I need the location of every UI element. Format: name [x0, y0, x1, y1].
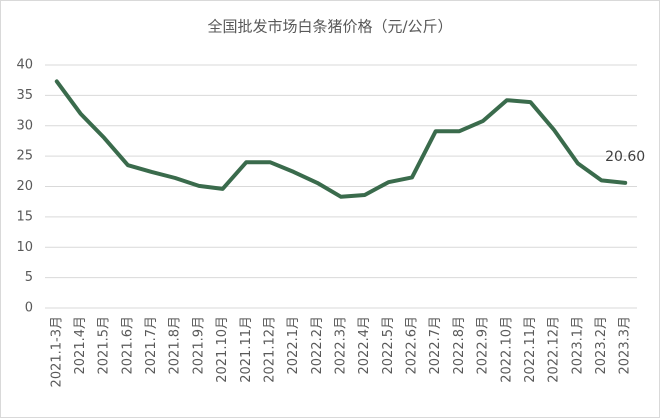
x-tick-label: 2023.3月 [618, 316, 633, 375]
x-tick-label: 2021.12月 [262, 316, 277, 383]
x-tick-label: 2023.1月 [570, 316, 585, 375]
data-label: 20.60 [605, 149, 645, 165]
x-tick-label: 2021.9月 [191, 316, 206, 375]
x-tick-label: 2022.6月 [405, 316, 420, 375]
x-tick-label: 2022.5月 [381, 316, 396, 375]
series-line [54, 79, 628, 199]
x-tick-label: 2022.7月 [428, 316, 443, 375]
y-tick-label: 35 [16, 88, 33, 103]
x-tick-label: 2021.8月 [168, 316, 183, 375]
x-tick-label: 2021.5月 [97, 316, 112, 375]
x-tick-label: 2023.2月 [594, 316, 609, 375]
x-tick-label: 2022.2月 [310, 316, 325, 375]
x-tick-label: 2022.10月 [499, 316, 514, 383]
y-tick-label: 5 [25, 270, 33, 285]
chart-title: 全国批发市场白条猪价格（元/公斤） [207, 18, 452, 36]
x-tick-label: 2021.10月 [215, 316, 230, 383]
x-tick-label: 2021.7月 [144, 316, 159, 375]
y-tick-label: 15 [16, 209, 33, 224]
x-tick-label: 2022.3月 [334, 316, 349, 375]
x-tick-label: 2021.4月 [73, 316, 88, 375]
x-tick-label: 2021.6月 [120, 316, 135, 375]
y-tick-label: 10 [16, 240, 33, 255]
y-tick-label: 40 [16, 58, 33, 73]
y-tick-label: 25 [16, 149, 33, 164]
y-tick-label: 0 [25, 301, 33, 316]
x-tick-label: 2021.11月 [239, 316, 254, 383]
y-tick-label: 30 [16, 118, 33, 133]
y-tick-label: 20 [16, 179, 33, 194]
x-tick-label: 2022.4月 [357, 316, 372, 375]
x-tick-label: 2022.8月 [452, 316, 467, 375]
x-tick-label: 2022.1月 [286, 316, 301, 375]
x-tick-label: 2022.9月 [476, 316, 491, 375]
x-tick-label: 2022.12月 [547, 316, 562, 383]
x-tick-label: 2021.1-3月 [49, 316, 64, 387]
x-tick-label: 2022.11月 [523, 316, 538, 383]
